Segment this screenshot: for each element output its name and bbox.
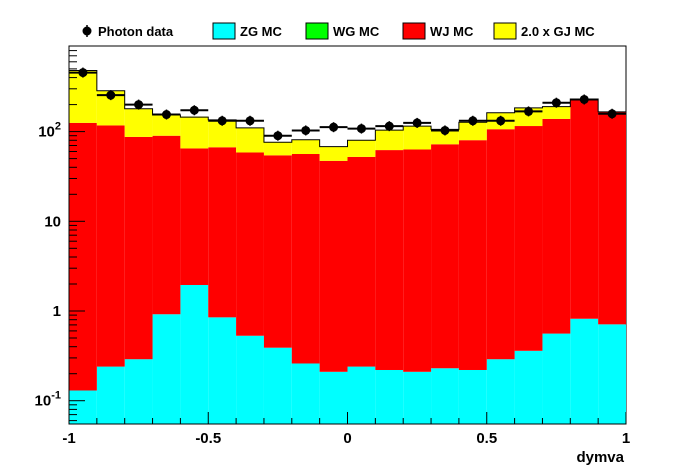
- y-tick-label-3: 102: [38, 121, 61, 141]
- x-tick-label-3: 0.5: [476, 430, 497, 447]
- data-point-17: [551, 98, 561, 108]
- bar-zg-mc-1: [96, 366, 125, 424]
- data-point-12: [412, 118, 422, 128]
- stacked-bars: [69, 70, 626, 424]
- data-point-10: [356, 124, 366, 134]
- bar-zg-mc-6: [236, 335, 264, 424]
- bar-wj-mc-6: [236, 152, 264, 336]
- data-point-1: [106, 90, 116, 100]
- bar-wj-mc-14: [458, 140, 487, 370]
- data-points: [69, 67, 626, 141]
- data-point-11: [384, 121, 394, 131]
- legend-label-wj-mc: WJ MC: [430, 24, 474, 39]
- bar-zg-mc-18: [570, 318, 599, 424]
- legend-label-2-0-x-gj-mc: 2.0 x GJ MC: [521, 24, 595, 39]
- bar-zg-mc-19: [598, 324, 626, 424]
- bar-2-0-x-gj-mc-10: [347, 140, 376, 157]
- bar-zg-mc-0: [69, 390, 97, 424]
- bar-zg-mc-14: [458, 369, 487, 424]
- bar-wj-mc-2: [124, 136, 153, 360]
- y-tick-label-0: 10-1: [35, 390, 61, 410]
- legend-label-zg-mc: ZG MC: [240, 24, 282, 39]
- data-point-16: [524, 106, 534, 116]
- x-ticks: -1 -0.5 0 0.5 1: [62, 412, 630, 447]
- bar-zg-mc-15: [486, 359, 515, 424]
- data-point-0: [78, 68, 88, 78]
- bar-2-0-x-gj-mc-3: [152, 114, 181, 136]
- legend-label-photon-data: Photon data: [98, 24, 174, 39]
- bar-zg-mc-8: [291, 363, 320, 424]
- bar-zg-mc-16: [514, 350, 543, 424]
- bar-wj-mc-1: [96, 125, 125, 367]
- y-tick-label-2: 10: [44, 213, 61, 230]
- data-point-19: [607, 109, 617, 119]
- data-point-9: [329, 122, 339, 132]
- bar-zg-mc-4: [180, 284, 209, 424]
- legend: Photon data ZG MC WG MC WJ MC 2.0 x GJ MC: [82, 22, 595, 40]
- data-point-4: [189, 105, 199, 115]
- bar-2-0-x-gj-mc-14: [458, 122, 487, 141]
- bar-wj-mc-18: [570, 99, 599, 319]
- bar-zg-mc-11: [375, 369, 404, 424]
- bar-2-0-x-gj-mc-7: [263, 142, 292, 156]
- legend-swatch-wj-mc: [402, 22, 426, 40]
- bar-wj-mc-7: [263, 155, 292, 348]
- x-tick-label-2: 0: [343, 430, 351, 447]
- bar-zg-mc-5: [208, 317, 237, 424]
- bar-2-0-x-gj-mc-12: [403, 126, 432, 150]
- bar-zg-mc-17: [542, 333, 571, 424]
- bar-wj-mc-9: [319, 160, 348, 372]
- y-ticks: 10-1 1 10 102: [35, 45, 85, 422]
- data-point-15: [496, 116, 506, 126]
- data-point-6: [245, 116, 255, 126]
- legend-swatch-wg-mc: [305, 22, 329, 40]
- data-point-14: [468, 116, 478, 126]
- bar-zg-mc-9: [319, 371, 348, 424]
- bar-wj-mc-5: [208, 147, 237, 318]
- bar-zg-mc-2: [124, 359, 153, 424]
- legend-label-wg-mc: WG MC: [333, 24, 380, 39]
- bar-2-0-x-gj-mc-0: [69, 70, 97, 123]
- bar-2-0-x-gj-mc-17: [542, 106, 571, 119]
- bar-wj-mc-4: [180, 148, 209, 285]
- bar-wj-mc-17: [542, 118, 571, 334]
- bar-2-0-x-gj-mc-2: [124, 108, 153, 137]
- bar-wj-mc-12: [403, 149, 432, 372]
- bar-2-0-x-gj-mc-13: [431, 129, 459, 145]
- data-point-7: [273, 131, 283, 141]
- data-point-2: [134, 100, 144, 110]
- bar-zg-mc-12: [403, 371, 432, 424]
- bar-wj-mc-8: [291, 154, 320, 364]
- legend-swatch-2-0-x-gj-mc: [493, 22, 517, 40]
- x-axis-title: dymva: [576, 449, 624, 466]
- legend-swatch-zg-mc: [212, 22, 236, 40]
- bar-wj-mc-16: [514, 126, 543, 351]
- bar-wj-mc-19: [598, 111, 626, 325]
- data-point-13: [440, 125, 450, 135]
- bar-wj-mc-15: [486, 129, 515, 360]
- bar-wj-mc-10: [347, 156, 376, 367]
- data-point-5: [217, 116, 227, 126]
- bar-wj-mc-3: [152, 135, 181, 315]
- axes: -1 -0.5 0 0.5 1 10-1 1 10 102: [35, 45, 630, 447]
- bar-wj-mc-11: [375, 150, 404, 370]
- bar-2-0-x-gj-mc-9: [319, 146, 348, 161]
- data-point-8: [301, 125, 311, 135]
- bar-zg-mc-13: [431, 368, 459, 424]
- y-tick-label-1: 1: [53, 303, 61, 320]
- bar-2-0-x-gj-mc-6: [236, 127, 264, 153]
- bar-2-0-x-gj-mc-4: [180, 116, 209, 149]
- bar-zg-mc-10: [347, 366, 376, 424]
- x-tick-label-1: -0.5: [195, 430, 221, 447]
- data-point-18: [579, 94, 589, 104]
- bar-wj-mc-13: [431, 144, 459, 369]
- bar-zg-mc-3: [152, 314, 181, 424]
- x-tick-label-4: 1: [622, 430, 630, 447]
- x-tick-label-0: -1: [62, 430, 75, 447]
- bar-zg-mc-7: [263, 347, 292, 424]
- bar-2-0-x-gj-mc-11: [375, 129, 404, 151]
- bar-2-0-x-gj-mc-8: [291, 139, 320, 155]
- data-point-3: [161, 110, 171, 120]
